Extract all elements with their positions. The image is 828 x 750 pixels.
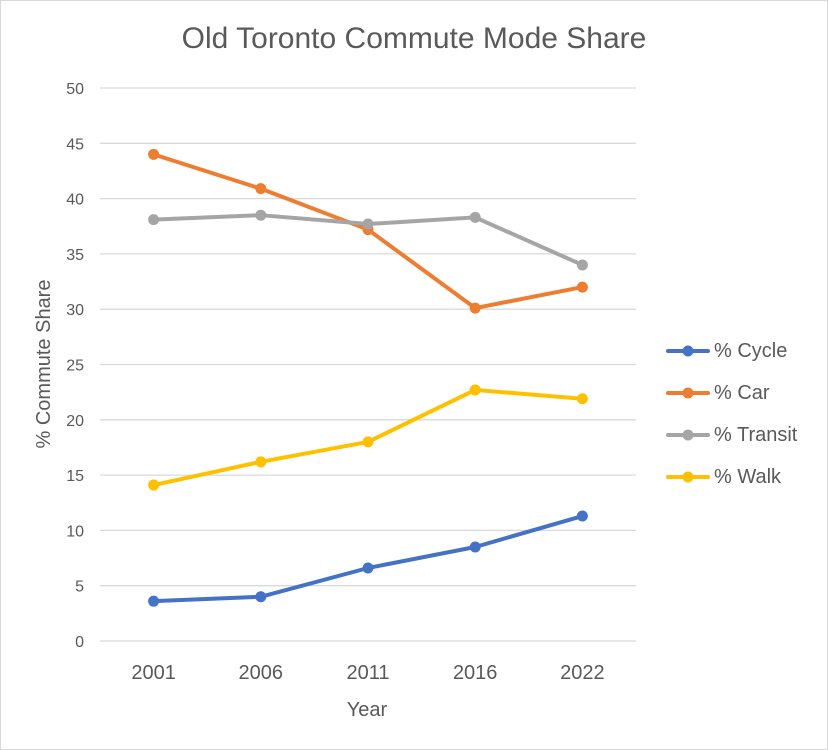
legend-item: % Transit — [666, 414, 797, 456]
legend-swatch — [666, 345, 710, 357]
legend-label: % Walk — [714, 465, 782, 488]
y-tick-label: 5 — [75, 579, 84, 596]
y-tick-label: 0 — [75, 634, 84, 651]
data-point — [362, 218, 374, 230]
data-point — [148, 595, 160, 607]
data-point — [469, 541, 481, 553]
legend-item: % Walk — [666, 456, 797, 498]
x-tick-label: 2001 — [131, 662, 176, 684]
legend-item: % Car — [666, 372, 797, 414]
legend-label: % Car — [714, 381, 770, 404]
legend-swatch — [666, 387, 710, 399]
x-axis-ticks: 2001 2006 2011 2016 2022 — [131, 662, 604, 684]
y-axis-ticks: 0 5 10 15 20 25 30 35 40 45 50 — [66, 81, 84, 651]
x-axis-label: Year — [347, 699, 388, 721]
y-tick-label: 30 — [66, 302, 84, 319]
data-point — [469, 211, 481, 223]
y-tick-label: 45 — [66, 136, 84, 153]
x-tick-label: 2011 — [346, 662, 389, 684]
legend: % Cycle % Car % Transit % Walk — [666, 330, 797, 498]
data-point — [362, 436, 374, 448]
legend-swatch — [666, 429, 710, 441]
y-tick-label: 40 — [66, 192, 84, 209]
series-walk — [148, 384, 588, 491]
data-point — [255, 591, 267, 603]
data-point — [576, 281, 588, 293]
x-tick-label: 2022 — [560, 662, 605, 684]
data-point — [255, 183, 267, 195]
data-point — [469, 384, 481, 396]
series-cycle — [148, 510, 588, 607]
legend-label: % Transit — [714, 423, 798, 446]
chart-title: Old Toronto Commute Mode Share — [181, 22, 647, 55]
y-axis-label: % Commute Share — [33, 280, 55, 449]
series-line — [151, 514, 585, 604]
data-point — [362, 562, 374, 574]
legend-swatch — [666, 471, 710, 483]
data-point — [576, 510, 588, 522]
legend-label: % Cycle — [714, 339, 788, 362]
data-point — [255, 209, 267, 221]
y-tick-label: 20 — [66, 413, 84, 430]
x-tick-label: 2006 — [239, 662, 284, 684]
x-tick-label: 2016 — [453, 662, 498, 684]
data-point — [469, 302, 481, 314]
data-point — [148, 148, 160, 160]
series-car — [148, 148, 588, 314]
data-point — [255, 456, 267, 468]
y-tick-label: 10 — [66, 523, 84, 540]
series-lines — [148, 148, 588, 607]
data-point — [148, 214, 160, 226]
y-tick-label: 50 — [66, 81, 84, 98]
gridlines — [100, 87, 636, 642]
y-tick-label: 25 — [66, 358, 84, 375]
data-point — [148, 479, 160, 491]
data-point — [576, 393, 588, 405]
data-point — [576, 259, 588, 271]
series-transit — [148, 209, 588, 271]
y-tick-label: 35 — [66, 247, 84, 264]
y-tick-label: 15 — [66, 468, 84, 485]
legend-item: % Cycle — [666, 330, 797, 372]
